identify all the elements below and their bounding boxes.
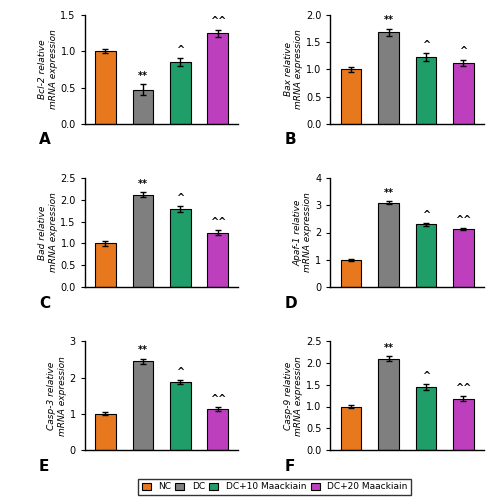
Bar: [341, 406, 361, 450]
Y-axis label: Bad relative
mRNA expression: Bad relative mRNA expression: [38, 192, 57, 272]
Text: B: B: [284, 132, 296, 148]
Text: **: **: [384, 343, 394, 353]
Bar: [133, 90, 153, 124]
Text: **: **: [384, 16, 394, 26]
Y-axis label: Apaf-1 relative
mRNA expression: Apaf-1 relative mRNA expression: [293, 192, 312, 272]
Text: ^^: ^^: [210, 216, 226, 226]
Text: ^: ^: [176, 44, 185, 54]
Bar: [133, 194, 153, 287]
Text: ^^: ^^: [455, 215, 472, 225]
Bar: [208, 232, 228, 287]
Text: ^^: ^^: [455, 383, 472, 393]
Bar: [95, 52, 116, 124]
Bar: [95, 414, 116, 450]
Text: ^: ^: [422, 371, 430, 381]
Bar: [378, 32, 399, 124]
Text: **: **: [138, 70, 148, 81]
Bar: [170, 382, 191, 450]
Text: **: **: [384, 188, 394, 198]
Text: ^: ^: [176, 193, 185, 203]
Y-axis label: Bax relative
mRNA expression: Bax relative mRNA expression: [284, 30, 303, 110]
Bar: [341, 260, 361, 287]
Text: ^: ^: [176, 367, 185, 377]
Bar: [170, 210, 191, 287]
Text: **: **: [138, 346, 148, 356]
Y-axis label: Casp-3 relative
mRNA expression: Casp-3 relative mRNA expression: [47, 356, 67, 436]
Text: ^: ^: [460, 46, 468, 56]
Text: ^^: ^^: [210, 16, 226, 26]
Bar: [95, 244, 116, 287]
Text: C: C: [39, 296, 50, 310]
Y-axis label: Bcl-2 relative
mRNA expression: Bcl-2 relative mRNA expression: [38, 30, 58, 110]
Text: D: D: [284, 296, 297, 310]
Bar: [416, 57, 436, 124]
Legend: NC, DC, DC+10 Maackiain, DC+20 Maackiain: NC, DC, DC+10 Maackiain, DC+20 Maackiain: [138, 479, 411, 495]
Bar: [133, 361, 153, 450]
Bar: [416, 224, 436, 287]
Text: ^: ^: [422, 40, 430, 50]
Text: F: F: [284, 458, 295, 473]
Bar: [453, 229, 474, 287]
Bar: [208, 409, 228, 450]
Bar: [208, 33, 228, 124]
Bar: [170, 62, 191, 124]
Bar: [453, 63, 474, 124]
Text: ^^: ^^: [210, 394, 226, 404]
Text: ^: ^: [422, 210, 430, 220]
Bar: [341, 70, 361, 124]
Text: **: **: [138, 179, 148, 189]
Bar: [416, 387, 436, 450]
Y-axis label: Casp-9 relative
mRNA expression: Casp-9 relative mRNA expression: [284, 356, 303, 436]
Bar: [378, 202, 399, 287]
Text: E: E: [39, 458, 49, 473]
Bar: [378, 358, 399, 450]
Bar: [453, 398, 474, 450]
Text: A: A: [39, 132, 50, 148]
